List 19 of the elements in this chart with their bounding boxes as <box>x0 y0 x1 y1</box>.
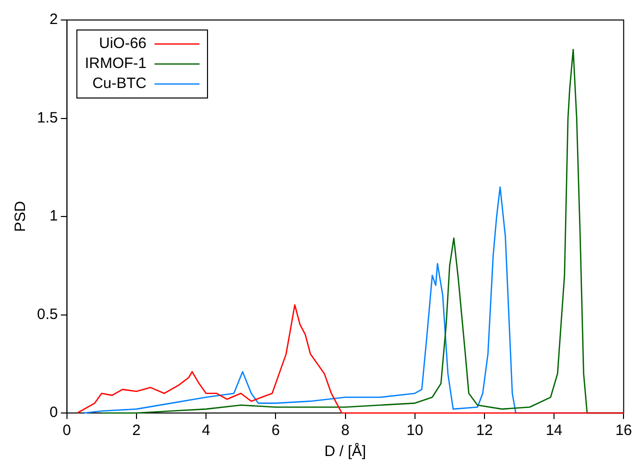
x-tick-label: 0 <box>62 422 72 440</box>
legend-label: IRMOF-1 <box>84 55 147 72</box>
x-tick-label: 6 <box>271 422 280 440</box>
x-tick-label: 14 <box>546 422 562 440</box>
y-tick-label: 1 <box>50 208 58 225</box>
x-tick-label: 4 <box>202 422 210 440</box>
y-tick-label: 2 <box>50 11 58 28</box>
y-axis-title: PSD <box>12 200 30 232</box>
y-tick-label: 0.5 <box>36 306 58 323</box>
y-tick-label: 0 <box>50 404 58 422</box>
legend-label: UiO-66 <box>99 35 147 52</box>
x-tick-label: 12 <box>476 422 493 440</box>
x-tick-label: 2 <box>132 422 141 440</box>
x-tick-label: 8 <box>341 422 350 440</box>
y-tick-label: 1.5 <box>36 109 58 126</box>
x-tick-label: 10 <box>406 422 424 440</box>
x-axis-title: D / [Å] <box>324 442 366 460</box>
x-tick-label: 16 <box>615 422 632 440</box>
legend-label: Cu-BTC <box>92 75 147 92</box>
